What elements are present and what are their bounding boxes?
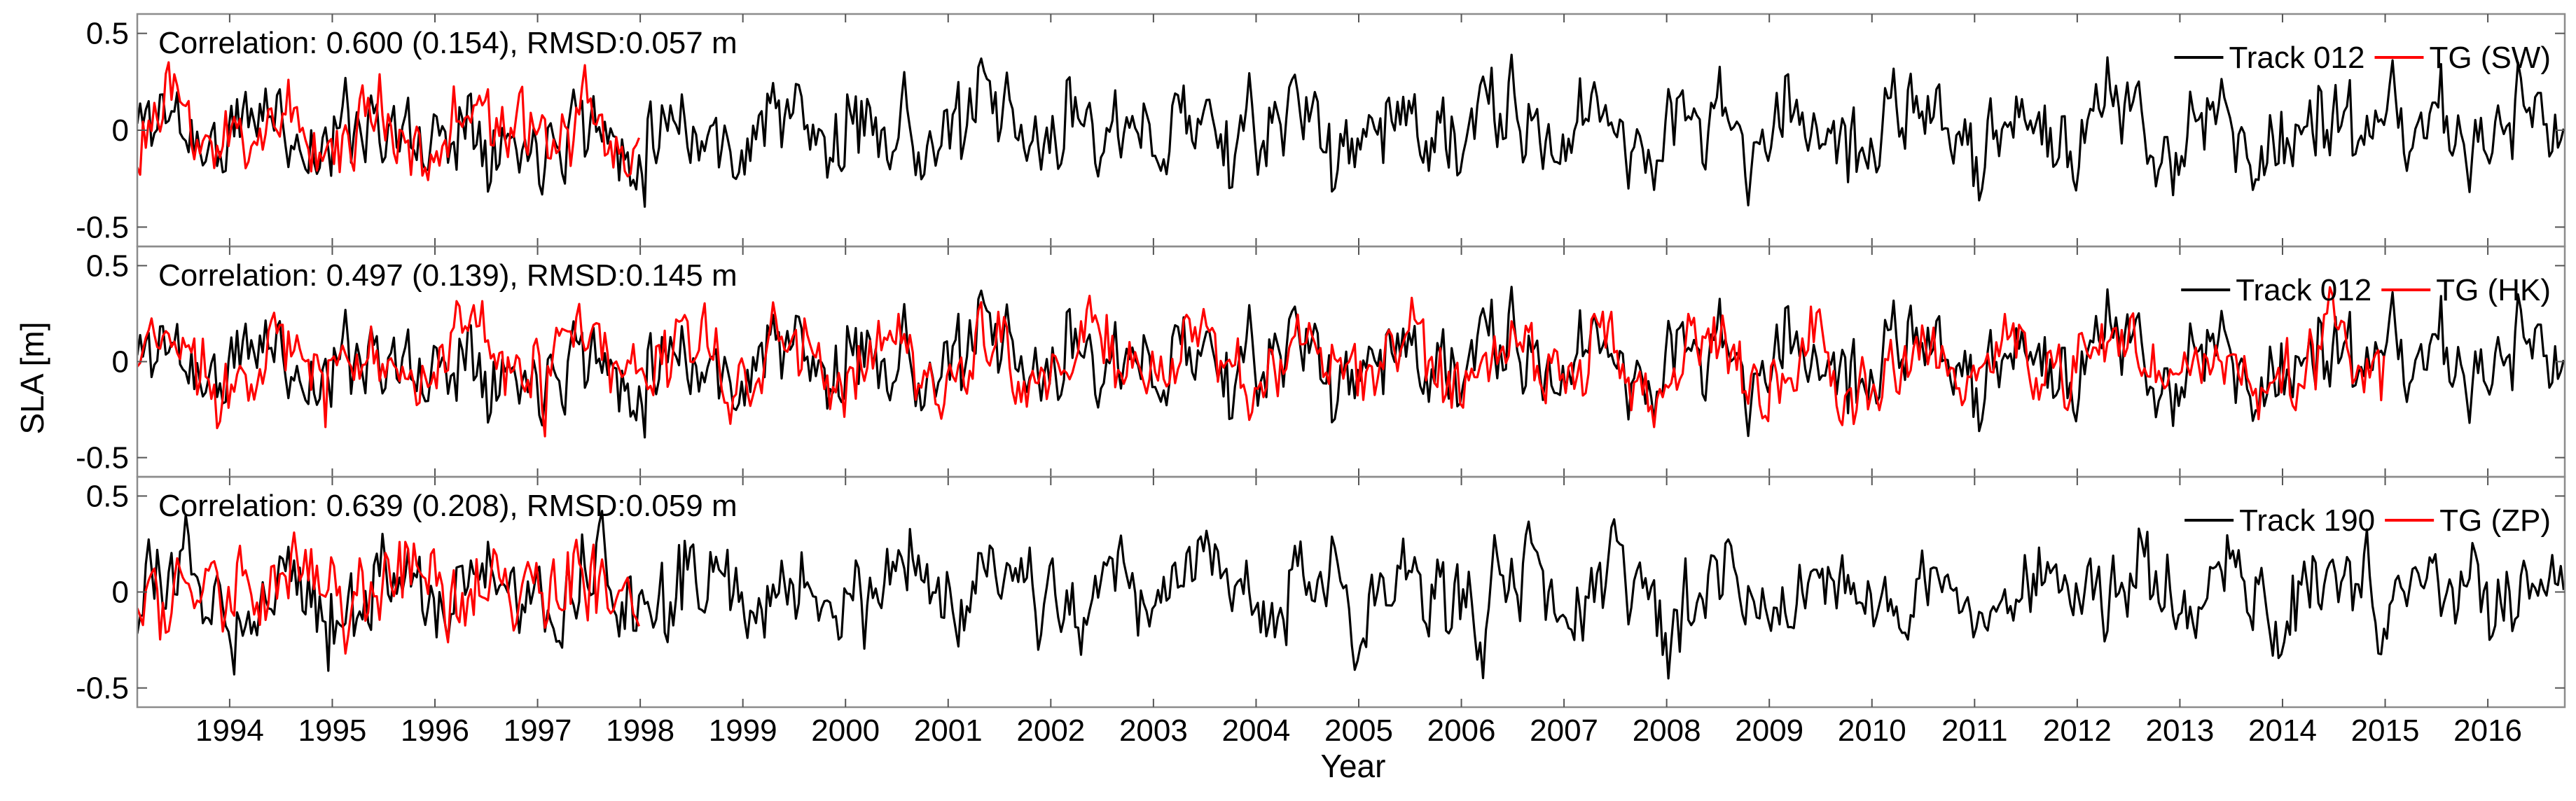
x-tick-label-6: 1999 <box>709 713 777 748</box>
x-tick-label-8: 2001 <box>914 713 983 748</box>
correlation-annotation-3: Correlation: 0.639 (0.208), RMSD:0.059 m <box>158 489 738 523</box>
x-tick-label-2: 1995 <box>298 713 367 748</box>
x-tick-label-18: 2011 <box>1941 713 2008 748</box>
x-tick-label-4: 1997 <box>504 713 572 748</box>
y-axis-label: SLA [m] <box>14 321 50 434</box>
x-tick-label-17: 2010 <box>1838 713 1906 748</box>
legend-label-1-1: Track 012 <box>2229 41 2364 75</box>
y-tick-label-1-1: -0.5 <box>76 210 129 244</box>
y-tick-label-1-2: 0 <box>112 113 129 148</box>
x-tick-label-5: 1998 <box>606 713 674 748</box>
legend-label-1-2: TG (SW) <box>2429 41 2551 75</box>
legend-label-3-1: Track 190 <box>2239 503 2375 538</box>
x-tick-label-1: 1994 <box>195 713 264 748</box>
y-tick-label-2-1: -0.5 <box>76 441 129 475</box>
x-tick-label-16: 2009 <box>1735 713 1803 748</box>
x-tick-label-11: 2004 <box>1221 713 1290 748</box>
x-tick-label-9: 2002 <box>1016 713 1085 748</box>
legend-label-2-2: TG (HK) <box>2436 273 2551 307</box>
x-tick-label-22: 2015 <box>2351 713 2420 748</box>
x-tick-label-20: 2013 <box>2145 713 2214 748</box>
x-tick-label-14: 2007 <box>1530 713 1598 748</box>
x-tick-label-15: 2008 <box>1633 713 1701 748</box>
x-tick-label-13: 2006 <box>1427 713 1496 748</box>
y-tick-label-3-1: -0.5 <box>76 671 129 706</box>
x-tick-label-7: 2000 <box>811 713 880 748</box>
x-axis-label: Year <box>1321 748 1386 784</box>
y-tick-label-2-2: 0 <box>112 345 129 379</box>
series-line-2-2 <box>137 286 2385 438</box>
x-tick-label-23: 2016 <box>2453 713 2522 748</box>
series-line-1-2 <box>137 61 640 181</box>
x-tick-label-12: 2005 <box>1324 713 1393 748</box>
series-line-3-2 <box>137 531 640 655</box>
y-tick-label-1-3: 0.5 <box>86 17 129 51</box>
x-tick-label-10: 2003 <box>1119 713 1188 748</box>
y-tick-label-3-2: 0 <box>112 576 129 610</box>
x-tick-label-3: 1996 <box>401 713 469 748</box>
y-tick-label-3-3: 0.5 <box>86 479 129 513</box>
series-line-3-1 <box>137 510 2565 680</box>
x-tick-label-19: 2012 <box>2043 713 2112 748</box>
correlation-annotation-1: Correlation: 0.600 (0.154), RMSD:0.057 m <box>158 26 738 60</box>
y-tick-label-2-3: 0.5 <box>86 249 129 283</box>
legend-label-3-2: TG (ZP) <box>2439 503 2551 538</box>
x-tick-label-21: 2014 <box>2248 713 2317 748</box>
correlation-annotation-2: Correlation: 0.497 (0.139), RMSD:0.145 m <box>158 258 738 293</box>
legend-label-2-1: Track 012 <box>2236 273 2371 307</box>
series-line-1-1 <box>137 53 2565 208</box>
series-line-2-1 <box>137 286 2565 439</box>
